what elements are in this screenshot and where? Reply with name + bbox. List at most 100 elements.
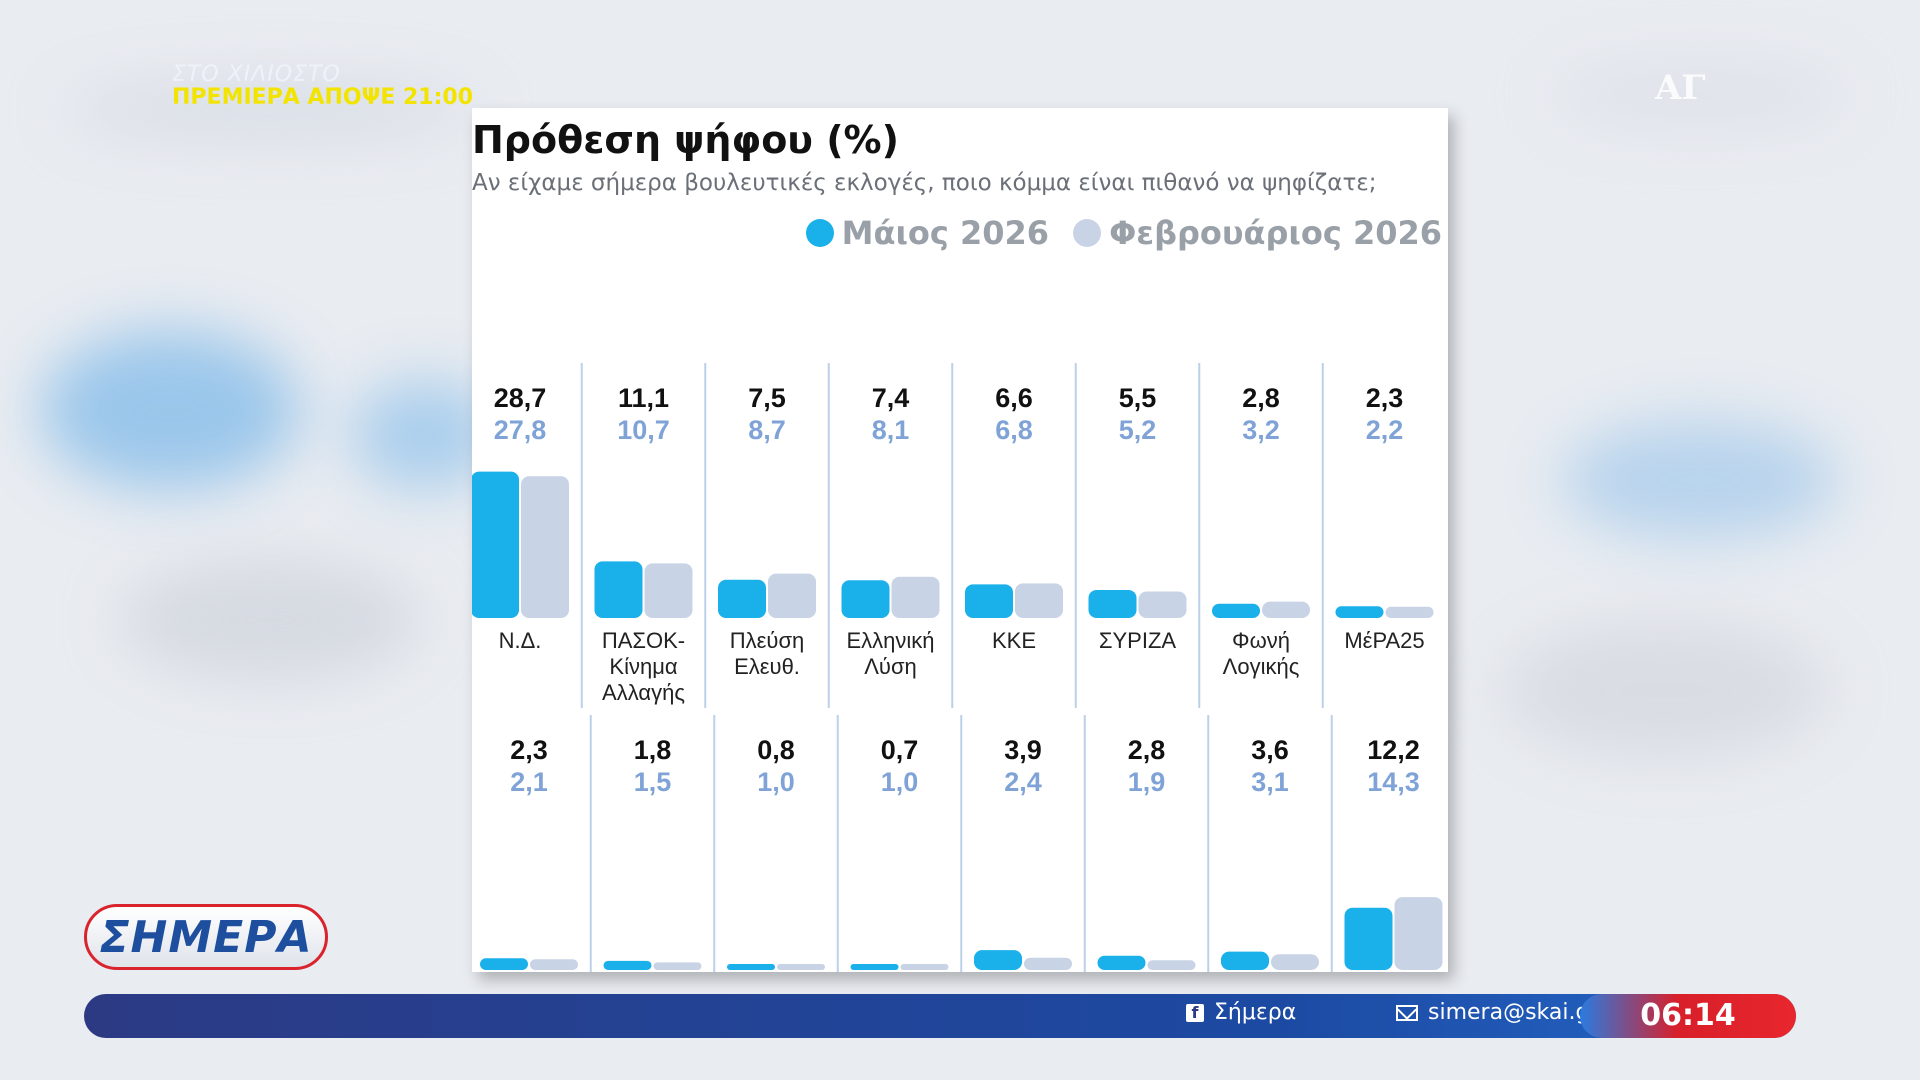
- data-label-may: 2,3: [1366, 383, 1404, 413]
- promo-line-1: ΣΤΟ ΧΙΛΙΟΣΤΟ: [172, 62, 341, 87]
- data-label-may: 0,8: [757, 735, 795, 765]
- bar-may: [1344, 907, 1393, 970]
- data-label-feb: 2,2: [1366, 415, 1404, 445]
- data-label-may: 1,8: [634, 735, 672, 765]
- category-label: Ελληνική: [846, 628, 934, 653]
- category-label: ΚΚΕ: [992, 628, 1036, 653]
- data-label-may: 2,8: [1128, 735, 1166, 765]
- bar-may: [1212, 603, 1260, 618]
- legend-swatch-feb: [1073, 219, 1102, 247]
- category-label: ΣΥΡΙΖΑ: [1099, 628, 1176, 653]
- category-label: Ελευθ.: [734, 654, 800, 679]
- category-label: Λύση: [864, 654, 917, 679]
- data-label-may: 3,9: [1004, 735, 1042, 765]
- bar-feb: [653, 962, 702, 970]
- bar-may: [1221, 951, 1269, 970]
- category-label: Ν.Δ.: [499, 628, 542, 653]
- bar-feb: [1015, 583, 1063, 618]
- data-label-feb: 1,9: [1128, 767, 1166, 797]
- bar-may: [841, 580, 890, 618]
- legend-swatch-may: [805, 219, 834, 247]
- promo-banner: ΣΤΟ ΧΙΛΙΟΣΤΟ ΠΡΕΜΙΕΡΑ ΑΠΟΨΕ 21:00: [172, 62, 473, 110]
- ticker-email-label: simera@skai.gr: [1428, 1000, 1599, 1025]
- data-label-may: 2,3: [510, 735, 548, 765]
- bar-feb: [900, 964, 949, 970]
- data-label-feb: 8,1: [872, 415, 910, 445]
- chart-subtitle: Αν είχαμε σήμερα βουλευτικές εκλογές, πο…: [472, 170, 1377, 196]
- bar-feb: [530, 959, 578, 970]
- ticker-email[interactable]: simera@skai.gr: [1396, 1000, 1598, 1025]
- data-label-feb: 10,7: [617, 415, 670, 445]
- data-label-may: 3,6: [1251, 735, 1289, 765]
- category-label: ΜέΡΑ25: [1344, 628, 1424, 653]
- data-label-may: 2,8: [1242, 383, 1280, 413]
- data-label-feb: 3,2: [1242, 415, 1280, 445]
- legend-item-feb: Φεβρουάριος 2026: [1073, 214, 1442, 252]
- bar-may: [718, 579, 766, 618]
- data-label-may: 5,5: [1119, 383, 1157, 413]
- bar-feb: [1271, 954, 1319, 970]
- background-blur: [1500, 620, 1830, 760]
- promo-line-2: ΠΡΕΜΙΕΡΑ ΑΠΟΨΕ 21:00: [172, 85, 474, 110]
- ticker-facebook[interactable]: f Σήμερα: [1186, 1000, 1296, 1025]
- show-logo: ΣΗΜΕΡΑ: [84, 904, 328, 970]
- data-label-feb: 5,2: [1119, 415, 1157, 445]
- ticker-facebook-label: Σήμερα: [1214, 1000, 1297, 1025]
- bar-may: [594, 561, 643, 618]
- data-label-feb: 3,1: [1251, 767, 1289, 797]
- bar-may: [850, 964, 899, 970]
- data-label-may: 7,4: [872, 383, 910, 413]
- chart-title: Πρόθεση ψήφου (%): [472, 118, 899, 162]
- data-label-may: 6,6: [995, 383, 1033, 413]
- category-label: Κίνημα: [609, 654, 677, 679]
- bar-may: [965, 584, 1013, 618]
- background-blur: [40, 330, 300, 490]
- bar-feb: [1394, 897, 1443, 970]
- background-blur: [1560, 420, 1840, 540]
- data-label-feb: 1,5: [634, 767, 672, 797]
- data-label-feb: 27,8: [494, 415, 547, 445]
- chart-card: Πρόθεση ψήφου (%) Αν είχαμε σήμερα βουλε…: [472, 108, 1448, 972]
- data-label-may: 12,2: [1367, 735, 1420, 765]
- bar-feb: [1385, 606, 1434, 618]
- data-label-may: 11,1: [618, 383, 669, 413]
- data-label-feb: 1,0: [881, 767, 919, 797]
- bar-feb: [891, 576, 940, 618]
- data-label-feb: 6,8: [995, 415, 1033, 445]
- facebook-icon: f: [1186, 1003, 1204, 1022]
- category-label: Πλεύση: [730, 628, 805, 653]
- bar-may: [472, 471, 519, 618]
- chart-legend: Μάιος 2026 Φεβρουάριος 2026: [805, 214, 1442, 252]
- bar-may: [480, 958, 528, 970]
- bar-feb: [1262, 601, 1310, 618]
- bar-may: [1088, 589, 1137, 618]
- category-label: Φωνή: [1232, 628, 1290, 653]
- bar-may: [1097, 955, 1146, 970]
- bar-feb: [1024, 957, 1072, 970]
- data-label-feb: 2,1: [510, 767, 548, 797]
- bar-may: [727, 964, 775, 970]
- channel-logo: ΑΓ: [1655, 68, 1706, 108]
- bar-may: [974, 950, 1022, 970]
- data-label-feb: 2,4: [1004, 767, 1042, 797]
- data-label-feb: 14,3: [1367, 767, 1420, 797]
- clock: 06:14: [1580, 994, 1796, 1038]
- category-label: Λογικής: [1223, 654, 1300, 679]
- data-label-may: 7,5: [748, 383, 786, 413]
- background-blur: [120, 560, 420, 680]
- bar-feb: [777, 964, 825, 970]
- show-logo-text: ΣΗΜΕΡΑ: [99, 911, 313, 963]
- background-blur: [1550, 60, 1850, 130]
- legend-item-may: Μάιος 2026: [805, 214, 1050, 252]
- data-label-may: 0,7: [881, 735, 919, 765]
- bar-feb: [1147, 960, 1196, 970]
- bar-feb: [644, 563, 693, 618]
- legend-label-feb: Φεβρουάριος 2026: [1109, 214, 1442, 252]
- data-label-may: 28,7: [494, 383, 547, 413]
- category-label: ΠΑΣΟΚ-: [602, 628, 685, 653]
- bar-may: [1335, 606, 1384, 618]
- legend-label-may: Μάιος 2026: [841, 214, 1050, 252]
- bar-feb: [1138, 591, 1187, 618]
- bar-feb: [521, 476, 569, 618]
